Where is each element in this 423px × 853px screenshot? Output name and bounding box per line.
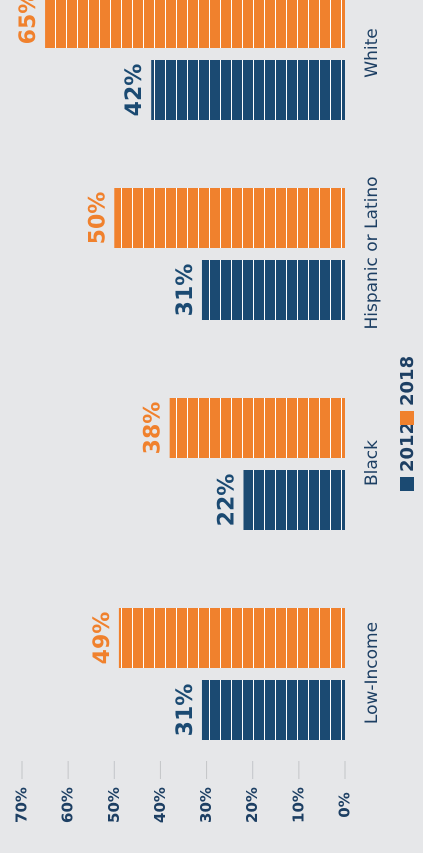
legend-swatch — [400, 477, 414, 491]
y-tick-label: 20% — [243, 787, 261, 823]
y-tick-label: 0% — [336, 792, 354, 817]
bar-texture — [151, 60, 345, 120]
bar-texture — [202, 680, 345, 740]
y-tick-label: 70% — [13, 787, 31, 823]
category-label: Black — [362, 440, 382, 486]
legend-label: 2012 — [397, 422, 418, 472]
value-label: 22% — [214, 474, 239, 527]
bar-texture — [114, 188, 345, 248]
value-label: 49% — [90, 612, 115, 665]
value-label: 31% — [173, 264, 198, 317]
bar-texture — [45, 0, 345, 48]
category-label: Hispanic or Latino — [362, 176, 382, 329]
plot: 0% 10% 20% 30% 40% 50% 60% 70% Low-Income 31% 49% B… — [13, 0, 419, 823]
bar-texture — [243, 470, 345, 530]
category-label: White — [362, 28, 382, 77]
y-tick-label: 60% — [59, 787, 77, 823]
y-tick-label: 50% — [105, 787, 123, 823]
legend-swatch — [400, 411, 414, 425]
bar-texture — [170, 398, 345, 458]
category-label: Low-Income — [362, 622, 382, 724]
legend-label: 2018 — [397, 356, 418, 406]
value-label: 42% — [122, 64, 147, 117]
y-tick-label: 10% — [289, 787, 307, 823]
value-label: 65% — [16, 0, 41, 44]
value-label: 38% — [141, 402, 166, 455]
y-tick-label: 30% — [197, 787, 215, 823]
chart: 0% 10% 20% 30% 40% 50% 60% 70% Low-Income 31% 49% B… — [0, 0, 423, 853]
y-tick-label: 40% — [151, 787, 169, 823]
value-label: 50% — [85, 192, 110, 245]
value-label: 31% — [173, 684, 198, 737]
bar-texture — [202, 260, 345, 320]
bar-texture — [119, 608, 345, 668]
